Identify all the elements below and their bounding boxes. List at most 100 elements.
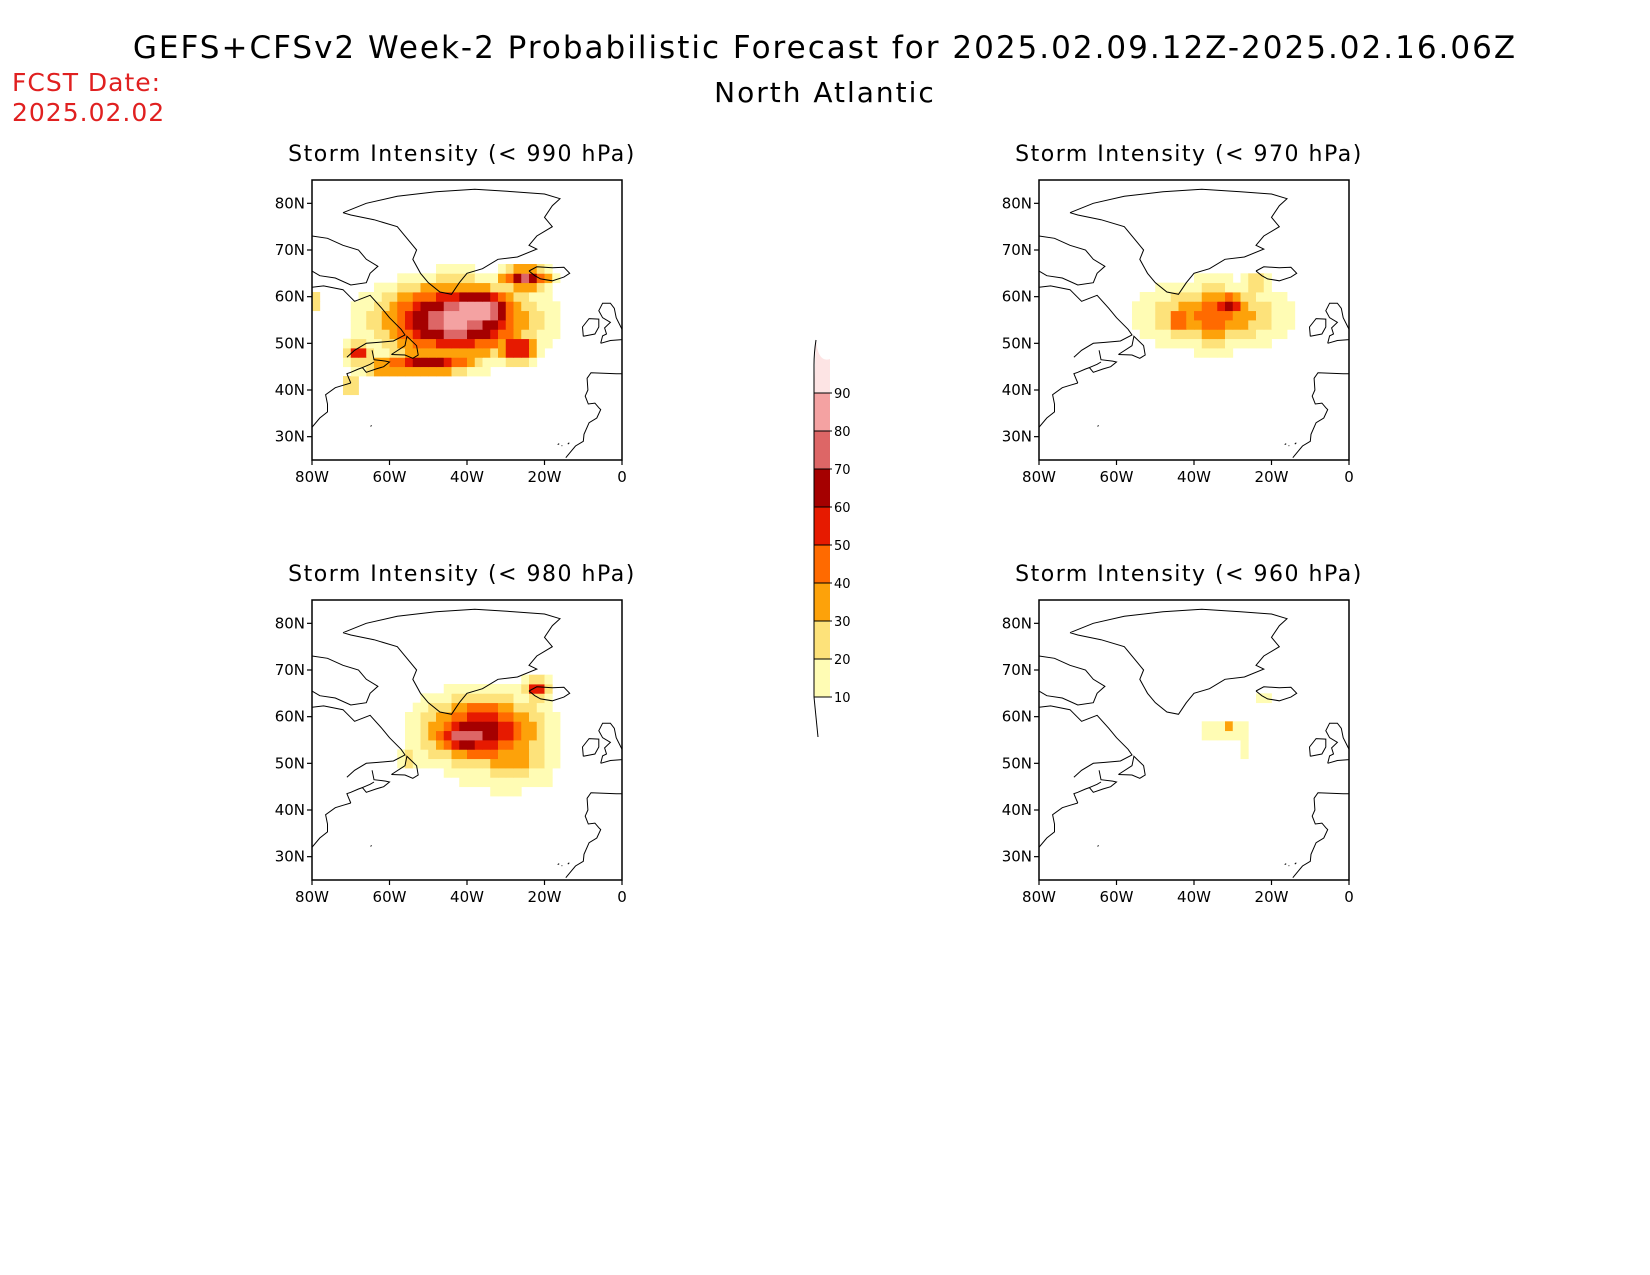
probability-cell (451, 758, 460, 769)
probability-cell (552, 301, 561, 312)
probability-cell (428, 693, 437, 704)
probability-cell (420, 702, 429, 713)
colorbar-label: 20 (834, 653, 851, 668)
lon-tick-label: 0 (617, 468, 627, 486)
probability-cell (1263, 292, 1272, 302)
probability-cell (1178, 338, 1187, 349)
probability-cell (459, 749, 468, 760)
probability-cell (443, 264, 452, 274)
probability-cell (405, 357, 414, 368)
probability-cell (451, 712, 460, 722)
probability-cell (1232, 329, 1241, 340)
probability-cell (343, 376, 352, 386)
probability-cell (443, 357, 452, 368)
probability-cell (1240, 320, 1249, 330)
probability-cell (1256, 282, 1265, 293)
probability-cell (1209, 730, 1218, 741)
probability-cell (1271, 292, 1280, 302)
probability-cell (513, 292, 522, 302)
lat-tick-label: 40N (275, 801, 305, 819)
probability-cell (1279, 320, 1288, 330)
probability-cell (482, 712, 491, 722)
colorbar-label: 10 (834, 691, 851, 706)
probability-cell (397, 749, 406, 760)
probability-cell (381, 301, 390, 312)
probability-cell (412, 740, 421, 750)
coastline (1255, 266, 1298, 282)
probability-cell (428, 758, 437, 769)
probability-cell (459, 310, 468, 321)
probability-cell (397, 310, 406, 321)
probability-cell (451, 721, 460, 732)
probability-cell (505, 301, 514, 312)
coastline (1039, 802, 1078, 848)
probability-cell (482, 338, 491, 349)
probability-cell (1186, 282, 1195, 293)
lon-tick-label: 0 (1344, 468, 1354, 486)
probability-cell (505, 786, 514, 797)
probability-cell (1178, 320, 1187, 330)
probability-cell (1163, 338, 1172, 349)
probability-cell (529, 320, 538, 330)
probability-cell (467, 357, 476, 368)
probability-cell (490, 702, 499, 713)
probability-cell (1287, 320, 1296, 330)
probability-cell (397, 273, 406, 284)
probability-cell (1201, 338, 1210, 349)
coastline (1118, 755, 1146, 779)
probability-cell (498, 768, 507, 778)
panel-980-hpa: Storm Intensity (< 980 hPa) 80N 70N 60N 50N… (262, 562, 682, 942)
probability-cell (1225, 730, 1234, 741)
colorbar-label: 90 (834, 387, 851, 402)
probability-cell (381, 310, 390, 321)
coastline (1088, 770, 1118, 793)
probability-cell (1170, 329, 1179, 340)
lat-tick-label: 30N (275, 848, 305, 866)
lat-tick-label: 30N (275, 428, 305, 446)
probability-cell (536, 320, 545, 330)
probability-cell (490, 338, 499, 349)
probability-cell (498, 712, 507, 722)
probability-cell (474, 758, 483, 769)
probability-cell (436, 693, 445, 704)
probability-cell (498, 329, 507, 340)
probability-cell (536, 768, 545, 778)
coastline (1284, 443, 1287, 446)
probability-cell (1194, 348, 1203, 358)
coastlines (1039, 608, 1349, 879)
probability-cell (536, 273, 545, 284)
probability-cell (521, 338, 530, 349)
colorbar-segment (814, 507, 830, 545)
probability-cell (1132, 301, 1141, 312)
probability-cell (467, 329, 476, 340)
map-970-hpa: 80N 70N 60N 50N 40N 30N 80W 60W 40W 20W 0 (1002, 179, 1354, 486)
lat-tick-label: 30N (1002, 848, 1032, 866)
probability-cell (1186, 329, 1195, 340)
probability-cell (1232, 292, 1241, 302)
lat-tick-label: 80N (275, 194, 305, 212)
coastline (1069, 188, 1288, 295)
probability-cell (1263, 282, 1272, 293)
probability-cell (1287, 301, 1296, 312)
coastline (1118, 335, 1146, 359)
coastline (1292, 372, 1349, 459)
probability-cell (389, 357, 398, 368)
probability-cell (521, 674, 530, 685)
probability-cell (513, 749, 522, 760)
probability-cell (536, 758, 545, 769)
probability-cell (536, 740, 545, 750)
probability-cell (350, 329, 359, 340)
probability-cell (529, 273, 538, 284)
probability-cell (544, 740, 553, 750)
probability-cell (482, 366, 491, 377)
forecast-date-label: FCST Date: (12, 68, 162, 97)
lat-tick-label: 40N (1002, 801, 1032, 819)
probability-cell (521, 702, 530, 713)
probability-cell (498, 264, 507, 274)
probability-cell (1194, 310, 1203, 321)
probability-cell (374, 292, 383, 302)
probability-cell (1139, 320, 1148, 330)
probability-cell (459, 338, 468, 349)
probability-cell (505, 282, 514, 293)
probability-cell (521, 329, 530, 340)
